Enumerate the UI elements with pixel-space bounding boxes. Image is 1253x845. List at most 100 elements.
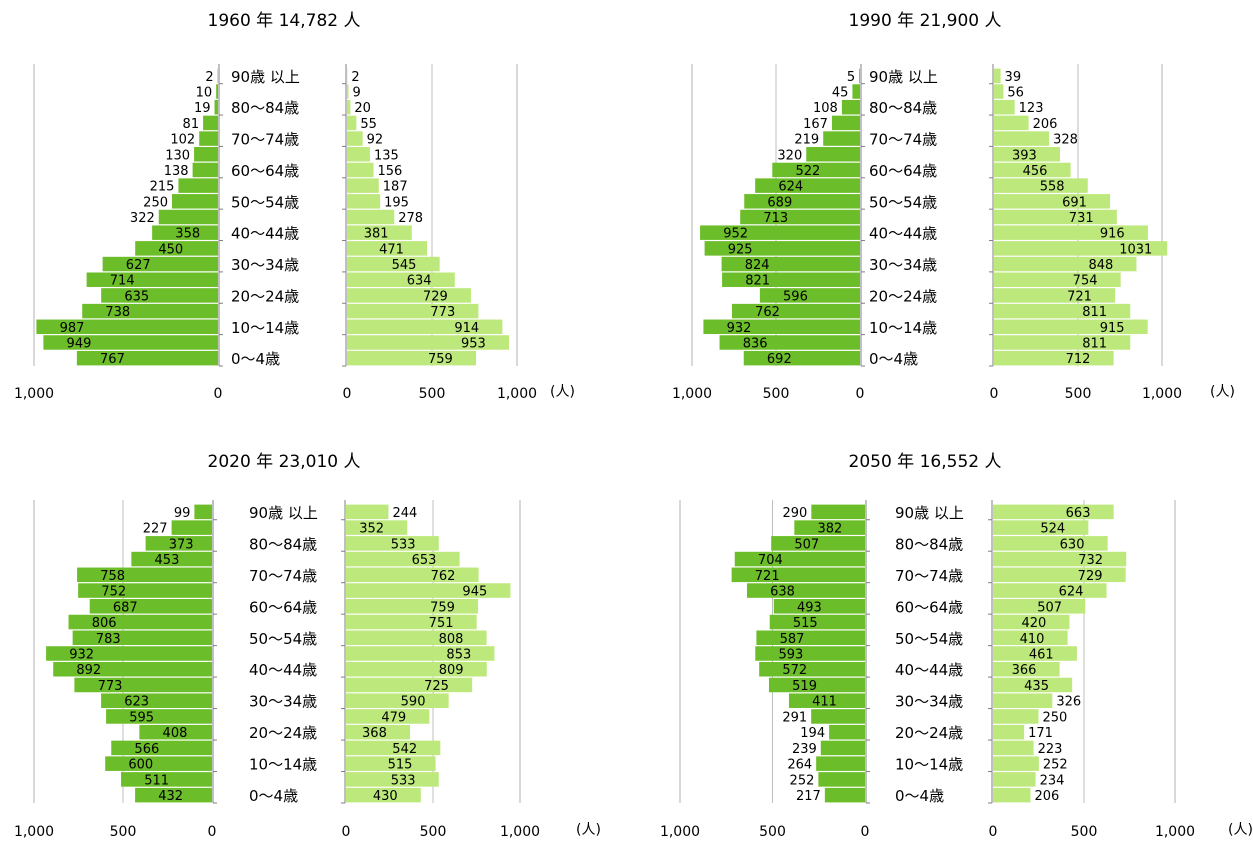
female-value-label: 278 <box>398 211 423 226</box>
age-label: 50～54歳 <box>895 630 963 648</box>
female-value-label: 590 <box>401 695 426 710</box>
x-unit-label: (人) <box>1210 384 1235 400</box>
male-bar <box>720 335 860 349</box>
female-value-label: 630 <box>1060 537 1085 552</box>
age-label: 70～74歳 <box>869 131 937 149</box>
female-value-label: 92 <box>367 133 384 148</box>
chart-title: 1960 年 14,782 人 <box>208 11 361 31</box>
female-value-label: 195 <box>384 195 409 210</box>
male-value-label: 892 <box>76 663 101 678</box>
male-value-label: 821 <box>745 274 770 289</box>
female-value-label: 809 <box>439 663 464 678</box>
female-bar <box>994 194 1110 208</box>
male-bar <box>852 84 860 98</box>
female-value-label: 471 <box>379 242 404 257</box>
age-label: 10～14歳 <box>869 319 937 337</box>
male-bar <box>194 505 212 520</box>
male-bar <box>82 304 218 318</box>
female-bar <box>994 116 1029 130</box>
age-label: 0～4歳 <box>231 350 280 368</box>
age-label: 50～54歳 <box>231 193 299 211</box>
female-bar <box>347 351 476 365</box>
male-bar <box>101 288 218 302</box>
female-x-tick-label: 0 <box>989 824 998 840</box>
age-label: 40～44歳 <box>895 661 963 679</box>
female-bar <box>346 662 487 677</box>
female-bar <box>347 304 478 318</box>
male-value-label: 738 <box>105 305 130 320</box>
female-value-label: 721 <box>1067 289 1092 304</box>
male-value-label: 493 <box>797 600 822 615</box>
age-label: 70～74歳 <box>231 131 299 149</box>
male-value-label: 714 <box>110 274 135 289</box>
male-value-label: 689 <box>767 195 792 210</box>
male-value-label: 600 <box>128 758 153 773</box>
female-value-label: 326 <box>1056 695 1081 710</box>
female-value-label: 1031 <box>1119 242 1152 257</box>
female-value-label: 754 <box>1073 274 1098 289</box>
male-value-label: 952 <box>723 227 748 242</box>
male-value-label: 515 <box>793 616 818 631</box>
male-value-label: 713 <box>763 211 788 226</box>
female-x-tick-label: 500 <box>420 824 447 840</box>
female-value-label: 479 <box>381 710 406 725</box>
female-value-label: 507 <box>1037 600 1062 615</box>
chart-title: 2050 年 16,552 人 <box>849 452 1002 472</box>
female-value-label: 533 <box>391 773 416 788</box>
female-bar <box>347 194 380 208</box>
age-label: 10～14歳 <box>895 756 963 774</box>
female-bar <box>347 84 349 98</box>
x-unit-label: (人) <box>576 822 601 838</box>
female-value-label: 366 <box>1012 663 1037 678</box>
age-label: 20～24歳 <box>249 724 317 742</box>
female-value-label: 252 <box>1043 758 1068 773</box>
female-x-tick-label: 1,000 <box>497 386 537 402</box>
female-value-label: 461 <box>1029 648 1054 663</box>
female-bar <box>346 630 487 645</box>
age-label: 30～34歳 <box>249 693 317 711</box>
chart-title: 2020 年 23,010 人 <box>208 452 361 472</box>
male-x-tick-label: 0 <box>861 824 870 840</box>
male-value-label: 987 <box>60 321 85 336</box>
female-value-label: 759 <box>428 352 453 367</box>
male-value-label: 704 <box>758 553 783 568</box>
male-bar <box>203 116 218 130</box>
male-value-label: 373 <box>169 537 194 552</box>
female-value-label: 751 <box>429 616 454 631</box>
male-value-label: 81 <box>183 117 200 132</box>
age-label: 70～74歳 <box>249 567 317 585</box>
male-value-label: 522 <box>795 164 820 179</box>
male-bar <box>722 257 860 271</box>
male-value-label: 762 <box>755 305 780 320</box>
female-value-label: 953 <box>461 336 486 351</box>
male-value-label: 99 <box>174 506 191 521</box>
male-bar <box>811 505 865 520</box>
female-value-label: 430 <box>373 789 398 804</box>
female-bar <box>346 678 472 693</box>
female-value-label: 533 <box>391 537 416 552</box>
male-bar <box>78 583 212 598</box>
male-bar <box>74 678 212 693</box>
female-value-label: 542 <box>392 742 417 757</box>
female-bar <box>994 272 1121 286</box>
male-value-label: 932 <box>69 648 94 663</box>
male-value-label: 752 <box>101 585 126 600</box>
female-bar <box>347 178 379 192</box>
x-unit-label: (人) <box>1228 822 1253 838</box>
female-bar <box>993 756 1039 771</box>
female-bar <box>347 100 350 114</box>
male-value-label: 949 <box>67 336 92 351</box>
female-value-label: 393 <box>1012 148 1037 163</box>
female-bar <box>347 210 394 224</box>
age-label: 0～4歳 <box>895 787 944 805</box>
male-value-label: 783 <box>96 632 121 647</box>
female-bar <box>993 505 1114 520</box>
age-label: 40～44歳 <box>249 661 317 679</box>
female-value-label: 123 <box>1019 101 1044 116</box>
male-value-label: 239 <box>792 742 817 757</box>
female-value-label: 916 <box>1100 227 1125 242</box>
male-bar <box>193 163 218 177</box>
male-bar <box>77 351 218 365</box>
male-value-label: 836 <box>743 336 768 351</box>
